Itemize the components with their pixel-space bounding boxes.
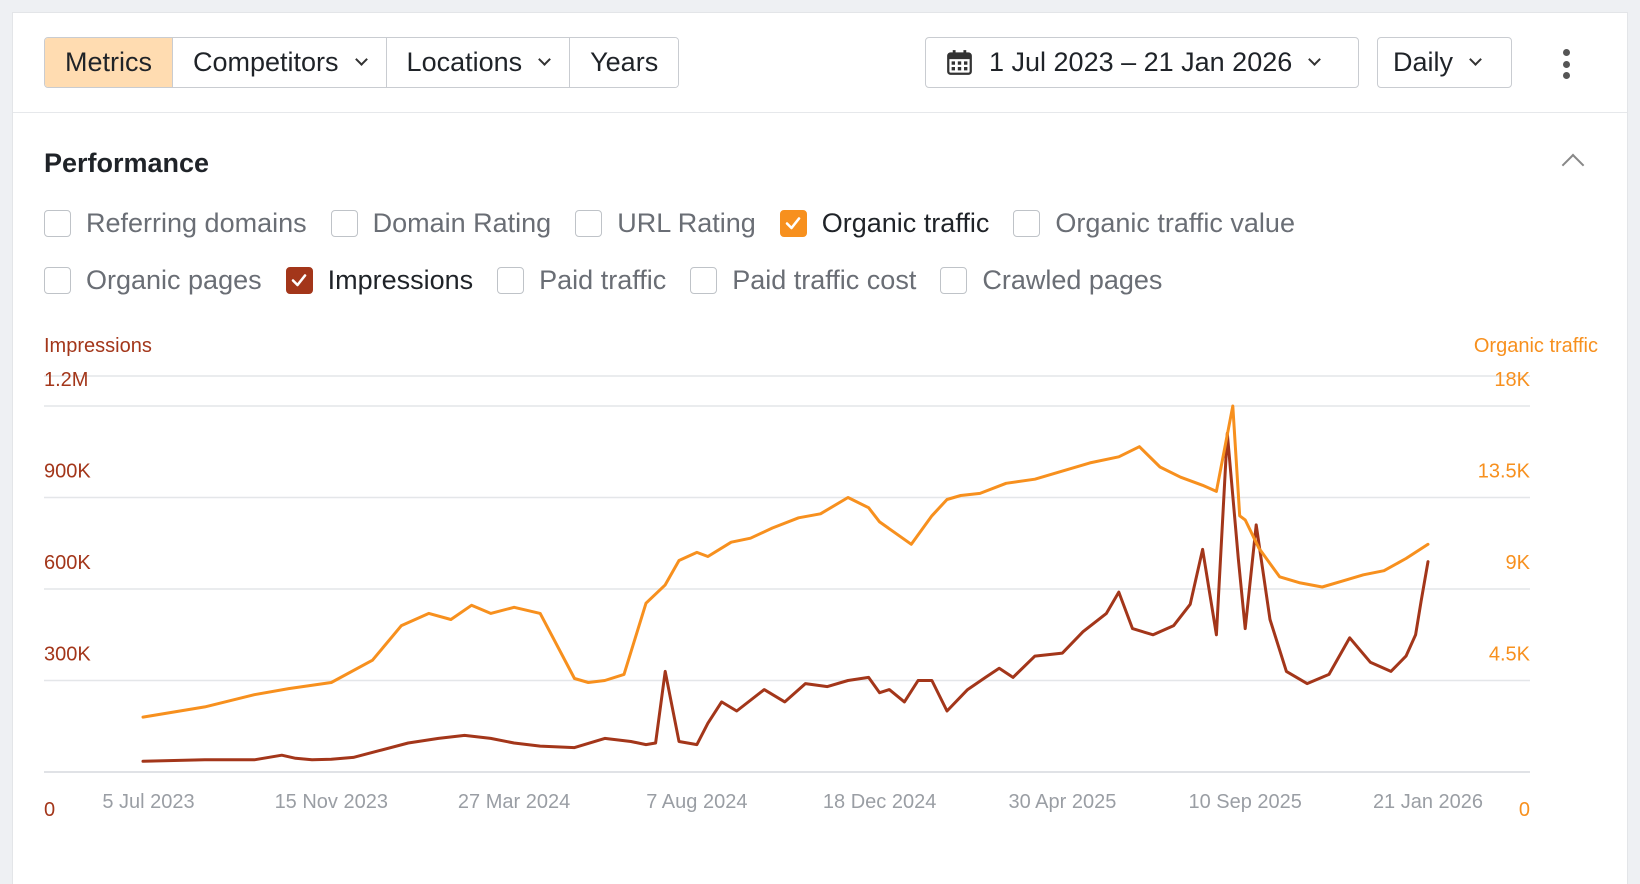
x-axis-tick: 27 Mar 2024 bbox=[458, 791, 570, 813]
chevron-down-icon bbox=[1469, 53, 1482, 66]
checkbox-icon[interactable] bbox=[44, 209, 71, 237]
metric-checkbox-organic-pages[interactable]: Organic pages bbox=[44, 265, 262, 296]
right-axis-tick: 18K bbox=[1494, 369, 1530, 391]
checkbox-checked-icon[interactable] bbox=[285, 266, 313, 294]
metric-checkbox-organic-traffic[interactable]: Organic traffic bbox=[779, 207, 990, 239]
metric-label: Paid traffic bbox=[539, 264, 667, 295]
metric-label: Impressions bbox=[327, 264, 474, 295]
x-axis-tick: 18 Dec 2024 bbox=[823, 791, 936, 813]
x-axis-tick: 30 Apr 2025 bbox=[1008, 791, 1116, 813]
calendar-icon bbox=[947, 50, 972, 75]
performance-chart: 0 300K 600K 900K 1.2M 0 4.5K 9K 13.5K 18K 5 Jul 20… bbox=[44, 369, 1531, 821]
view-tabs: Metrics Competitors Locations Years bbox=[44, 37, 680, 88]
tab-competitors[interactable]: Competitors bbox=[173, 38, 387, 87]
checkbox-icon[interactable] bbox=[1013, 209, 1041, 237]
left-axis-title: Impressions bbox=[44, 335, 152, 357]
metric-checkbox-paid-traffic[interactable]: Paid traffic bbox=[497, 265, 666, 296]
metric-label: Organic traffic value bbox=[1055, 207, 1295, 238]
kebab-menu-icon[interactable] bbox=[1561, 49, 1571, 79]
metric-checkbox-impressions[interactable]: Impressions bbox=[285, 264, 474, 296]
left-axis-tick: 300K bbox=[44, 644, 91, 666]
metric-label: Organic pages bbox=[86, 264, 262, 295]
interval-select[interactable]: Daily bbox=[1377, 37, 1512, 88]
date-range-label: 1 Jul 2023 – 21 Jan 2026 bbox=[989, 47, 1293, 77]
metric-label: Crawled pages bbox=[982, 264, 1163, 295]
right-axis-title: Organic traffic bbox=[1473, 335, 1598, 357]
metric-label: URL Rating bbox=[617, 207, 756, 238]
tab-metrics[interactable]: Metrics bbox=[45, 38, 173, 87]
section-title: Performance bbox=[44, 148, 210, 178]
interval-label: Daily bbox=[1393, 47, 1454, 77]
checkbox-checked-icon[interactable] bbox=[779, 209, 807, 237]
x-axis-tick: 7 Aug 2024 bbox=[646, 791, 747, 813]
metric-checkbox-paid-traffic-cost[interactable]: Paid traffic cost bbox=[690, 265, 916, 296]
checkbox-icon[interactable] bbox=[575, 209, 603, 237]
tab-years[interactable]: Years bbox=[570, 38, 679, 87]
left-axis-tick: 1.2M bbox=[44, 369, 88, 391]
tab-label: Competitors bbox=[193, 47, 339, 77]
metric-label: Domain Rating bbox=[372, 207, 552, 238]
metric-checkbox-referring-domains[interactable]: Referring domains bbox=[44, 208, 307, 239]
metric-label: Organic traffic bbox=[821, 207, 990, 238]
toolbar: Metrics Competitors Locations Years 1 Ju… bbox=[13, 13, 1627, 113]
metric-label: Paid traffic cost bbox=[732, 264, 917, 295]
left-axis-tick: 900K bbox=[44, 461, 91, 483]
metric-checkbox-url-rating[interactable]: URL Rating bbox=[575, 208, 756, 239]
checkbox-icon[interactable] bbox=[497, 266, 525, 294]
right-axis-tick: 0 bbox=[1519, 799, 1530, 821]
tab-label: Locations bbox=[406, 47, 523, 77]
chevron-up-icon[interactable] bbox=[1561, 153, 1585, 177]
metrics-row-1: Referring domains Domain Rating URL Rating… bbox=[44, 205, 1319, 241]
left-axis-tick: 600K bbox=[44, 552, 91, 574]
tab-label: Metrics bbox=[65, 47, 152, 77]
right-axis-tick: 13.5K bbox=[1478, 461, 1531, 483]
metric-checkbox-organic-traffic-value[interactable]: Organic traffic value bbox=[1013, 208, 1295, 239]
metric-checkbox-crawled-pages[interactable]: Crawled pages bbox=[940, 265, 1162, 296]
checkbox-icon[interactable] bbox=[690, 266, 718, 294]
right-axis-tick: 9K bbox=[1506, 552, 1531, 574]
metric-label: Referring domains bbox=[86, 207, 307, 238]
x-axis-tick: 15 Nov 2023 bbox=[275, 791, 388, 813]
x-axis-tick: 5 Jul 2023 bbox=[102, 791, 194, 813]
metrics-row-2: Organic pages Impressions Paid traffic Paid… bbox=[44, 262, 1186, 298]
x-axis-tick: 21 Jan 2026 bbox=[1373, 791, 1483, 813]
left-axis-tick: 0 bbox=[44, 799, 55, 821]
chevron-down-icon bbox=[538, 53, 552, 66]
metric-checkbox-domain-rating[interactable]: Domain Rating bbox=[330, 207, 552, 239]
chevron-down-icon bbox=[354, 53, 368, 66]
series-line-impressions bbox=[141, 431, 1430, 763]
checkbox-icon[interactable] bbox=[940, 266, 968, 294]
date-range-button[interactable]: 1 Jul 2023 – 21 Jan 2026 bbox=[925, 37, 1359, 88]
checkbox-icon[interactable] bbox=[330, 209, 358, 237]
x-axis-tick: 10 Sep 2025 bbox=[1188, 791, 1301, 813]
checkbox-icon[interactable] bbox=[44, 266, 71, 294]
tab-label: Years bbox=[590, 47, 659, 77]
performance-card: Metrics Competitors Locations Years 1 Ju… bbox=[12, 12, 1628, 884]
series-line-organic-traffic bbox=[141, 404, 1430, 719]
right-axis-tick: 4.5K bbox=[1489, 644, 1531, 666]
tab-locations[interactable]: Locations bbox=[386, 38, 571, 87]
chevron-down-icon bbox=[1308, 53, 1322, 66]
